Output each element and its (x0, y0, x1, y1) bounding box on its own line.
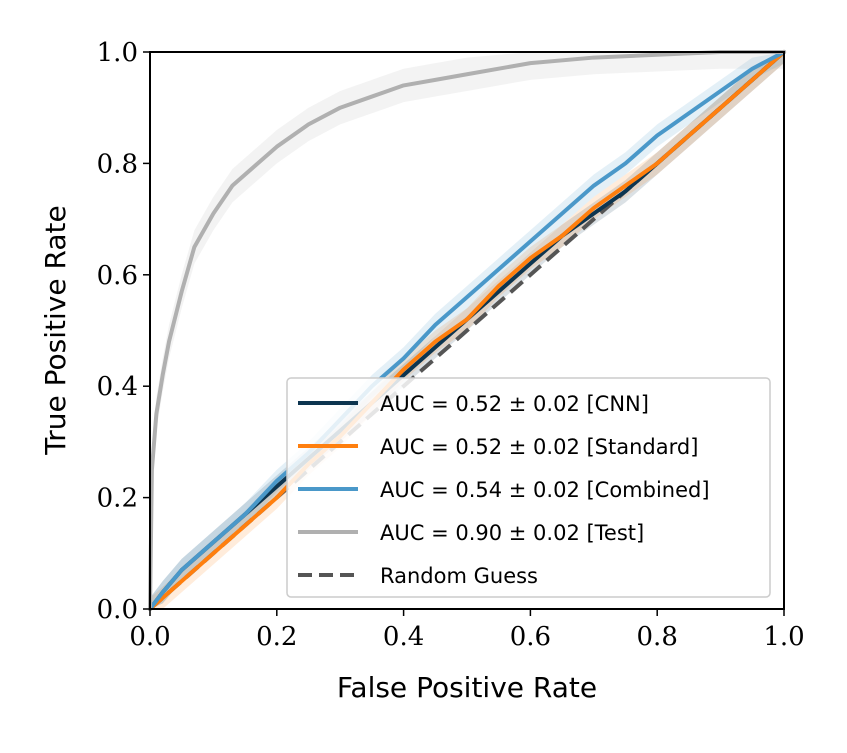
y-tick-label: 0.2 (97, 484, 138, 514)
x-axis-label: False Positive Rate (337, 671, 597, 704)
x-tick-label: 0.4 (383, 622, 424, 652)
y-tick-label: 0.8 (97, 149, 138, 179)
x-tick-label: 0.0 (129, 622, 170, 652)
x-tick-label: 0.8 (637, 622, 678, 652)
curve-standard (148, 50, 786, 611)
x-tick-label: 0.2 (256, 622, 297, 652)
y-tick-label: 0.0 (97, 595, 138, 625)
curve-combined (148, 50, 786, 611)
y-axis-label: True Positive Rate (39, 205, 72, 455)
legend-label-test: AUC = 0.90 ± 0.02 [Test] (380, 521, 644, 545)
legend-box (286, 377, 771, 598)
curve-test (148, 50, 786, 611)
x-tick-label: 1.0 (763, 622, 804, 652)
x-tick-label: 0.6 (510, 622, 551, 652)
plot-frame (149, 51, 785, 610)
y-axis-ticks: 0.0 0.2 0.4 0.6 0.8 1.0 (97, 38, 150, 625)
legend: AUC = 0.52 ± 0.02 [CNN] AUC = 0.52 ± 0.02… (286, 377, 771, 598)
legend-label-cnn: AUC = 0.52 ± 0.02 [CNN] (380, 392, 649, 416)
legend-label-combined: AUC = 0.54 ± 0.02 [Combined] (380, 478, 710, 502)
y-tick-label: 0.4 (97, 372, 138, 402)
legend-label-random-guess: Random Guess (380, 564, 538, 588)
y-tick-label: 1.0 (97, 38, 138, 68)
roc-curves (148, 50, 786, 611)
y-tick-label: 0.6 (97, 261, 138, 291)
x-axis-ticks: 0.0 0.2 0.4 0.6 0.8 1.0 (129, 609, 805, 652)
legend-label-standard: AUC = 0.52 ± 0.02 [Standard] (380, 435, 698, 459)
